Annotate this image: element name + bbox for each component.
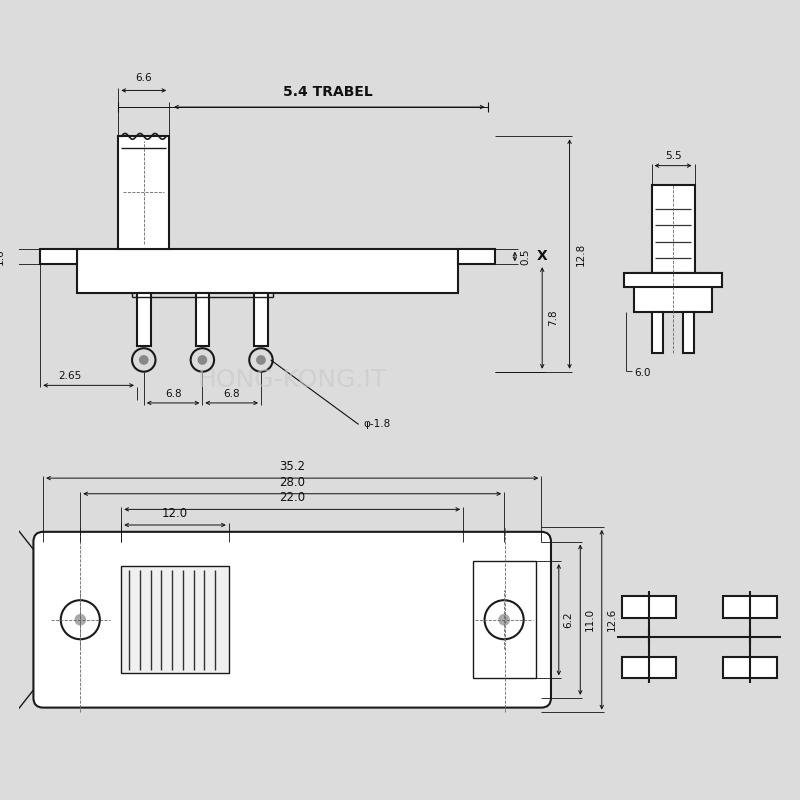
FancyBboxPatch shape	[34, 532, 551, 708]
Bar	[651, 185, 694, 273]
Text: 22.0: 22.0	[279, 491, 306, 505]
Text: 7.8: 7.8	[548, 310, 558, 326]
Text: 6.6: 6.6	[135, 73, 152, 82]
Text: φ-1.8: φ-1.8	[363, 419, 390, 430]
Bar	[122, 566, 229, 674]
Text: 6.2: 6.2	[564, 611, 574, 628]
Text: 5.4 TRABEL: 5.4 TRABEL	[283, 86, 374, 99]
Bar	[118, 136, 169, 249]
Circle shape	[74, 614, 86, 626]
Bar	[683, 312, 694, 353]
Text: 12.8: 12.8	[575, 242, 586, 266]
Bar	[634, 273, 712, 312]
Text: 6.8: 6.8	[223, 389, 240, 399]
Text: X: X	[536, 250, 547, 263]
Bar	[78, 249, 458, 293]
Text: 35.2: 35.2	[279, 460, 306, 474]
Bar	[723, 657, 777, 678]
Circle shape	[198, 355, 207, 365]
Bar	[40, 249, 78, 264]
Bar	[624, 273, 722, 286]
Text: 6.0: 6.0	[634, 368, 650, 378]
Text: 28.0: 28.0	[279, 476, 306, 489]
Text: 12.6: 12.6	[606, 608, 617, 631]
Text: HONG-KONG.IT: HONG-KONG.IT	[198, 369, 387, 393]
Text: 6.8: 6.8	[165, 389, 182, 399]
Bar	[254, 293, 268, 346]
Text: 12.0: 12.0	[162, 507, 188, 520]
Bar	[137, 293, 150, 346]
Circle shape	[139, 355, 149, 365]
Bar	[458, 249, 495, 264]
Text: 11.0: 11.0	[585, 608, 595, 631]
Bar	[723, 596, 777, 618]
Circle shape	[256, 355, 266, 365]
Bar	[622, 596, 676, 618]
Text: 5.5: 5.5	[665, 150, 682, 161]
Bar	[195, 293, 210, 346]
Text: 1.6: 1.6	[0, 248, 5, 265]
Bar	[652, 312, 662, 353]
Bar	[622, 657, 676, 678]
Text: 0.5: 0.5	[521, 248, 530, 265]
Circle shape	[498, 614, 510, 626]
Text: 2.65: 2.65	[58, 371, 81, 382]
Bar	[473, 561, 536, 678]
